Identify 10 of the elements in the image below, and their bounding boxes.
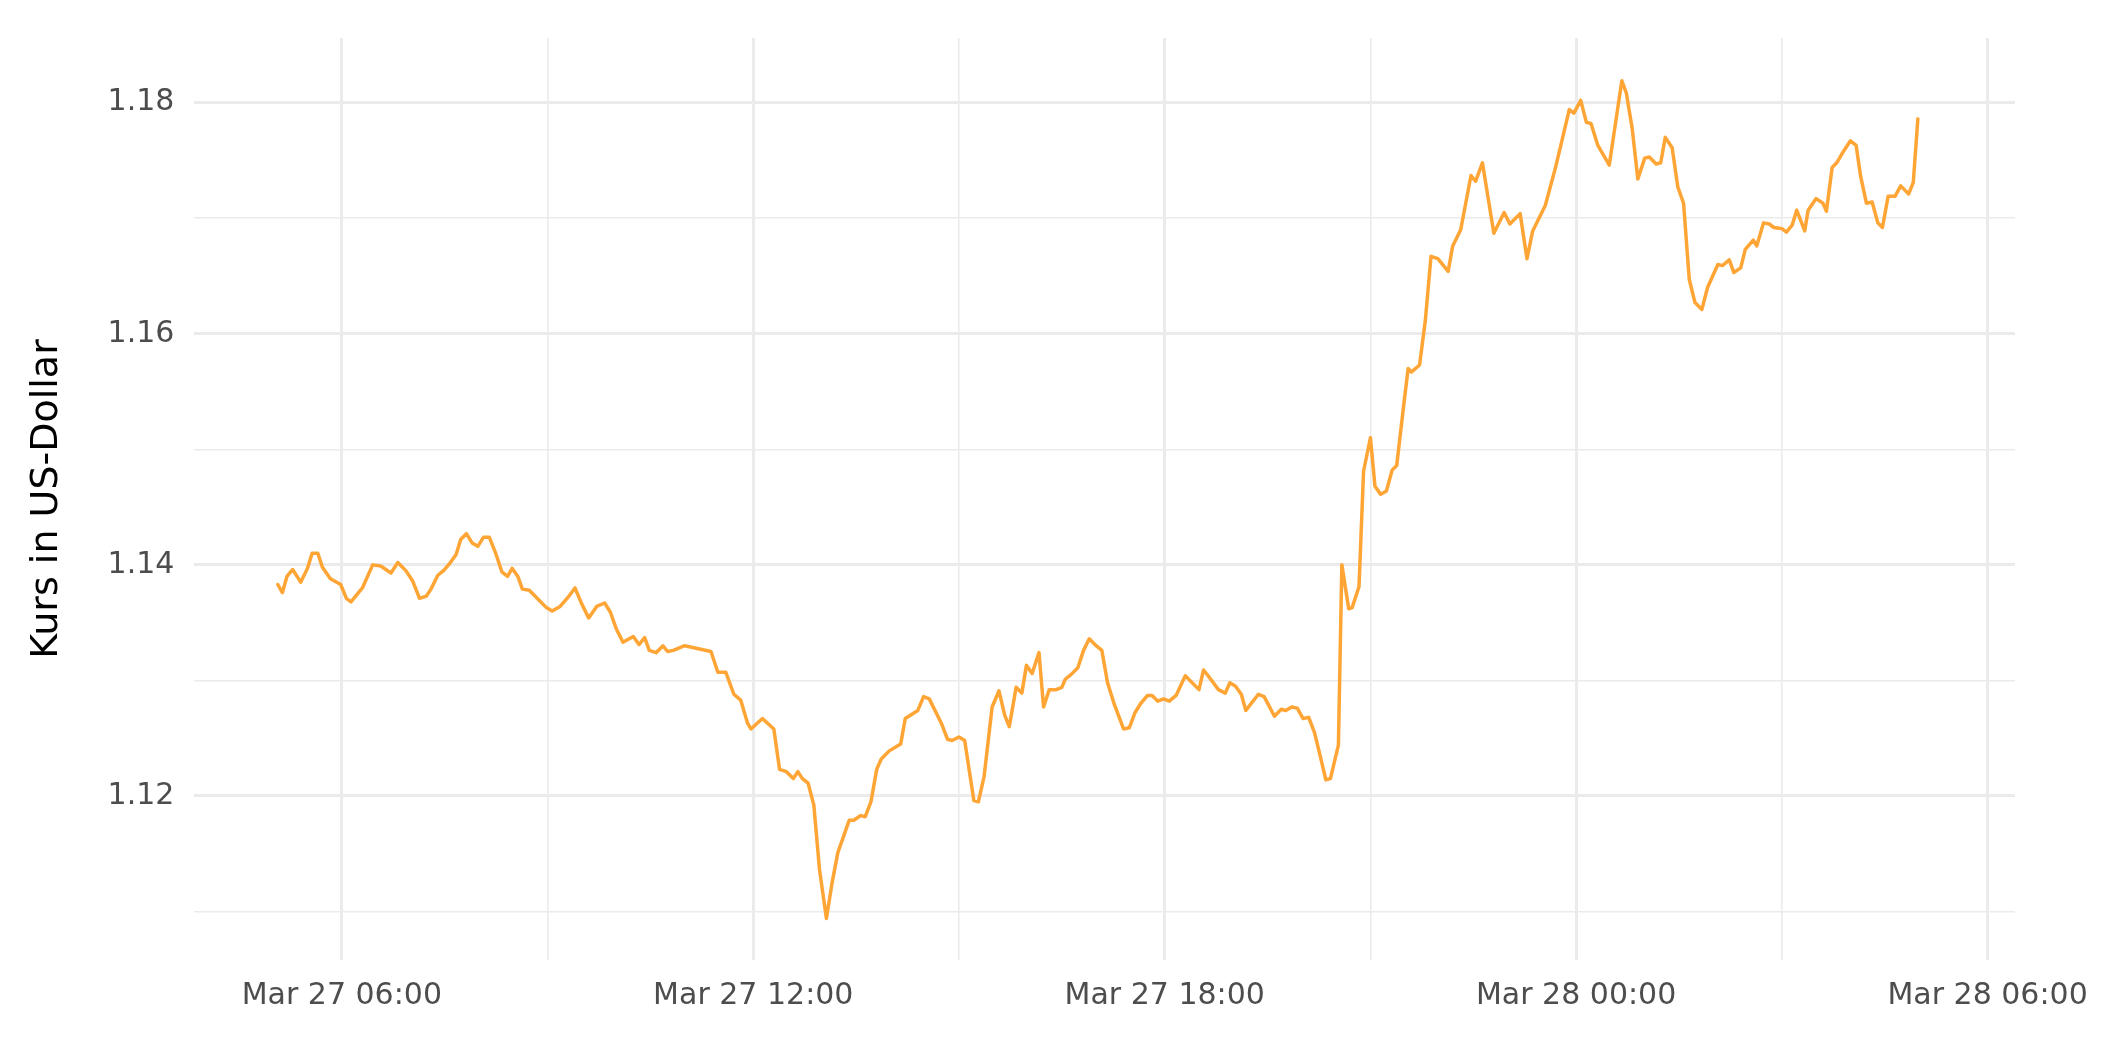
x-tick-label: Mar 28 00:00: [1475, 975, 1677, 1011]
y-tick-label: 1.18: [107, 82, 175, 118]
y-tick-label: 1.16: [107, 313, 175, 349]
x-tick-label: Mar 27 12:00: [653, 975, 854, 1011]
y-tick-label: 1.12: [107, 775, 175, 811]
y-tick-label: 1.14: [107, 544, 175, 580]
x-tick-label: Mar 27 06:00: [241, 975, 442, 1011]
y-axis-title: Kurs in US-Dollar: [21, 338, 66, 659]
x-tick-label: Mar 27 18:00: [1064, 975, 1265, 1011]
x-tick-label: Mar 28 06:00: [1887, 975, 2088, 1011]
